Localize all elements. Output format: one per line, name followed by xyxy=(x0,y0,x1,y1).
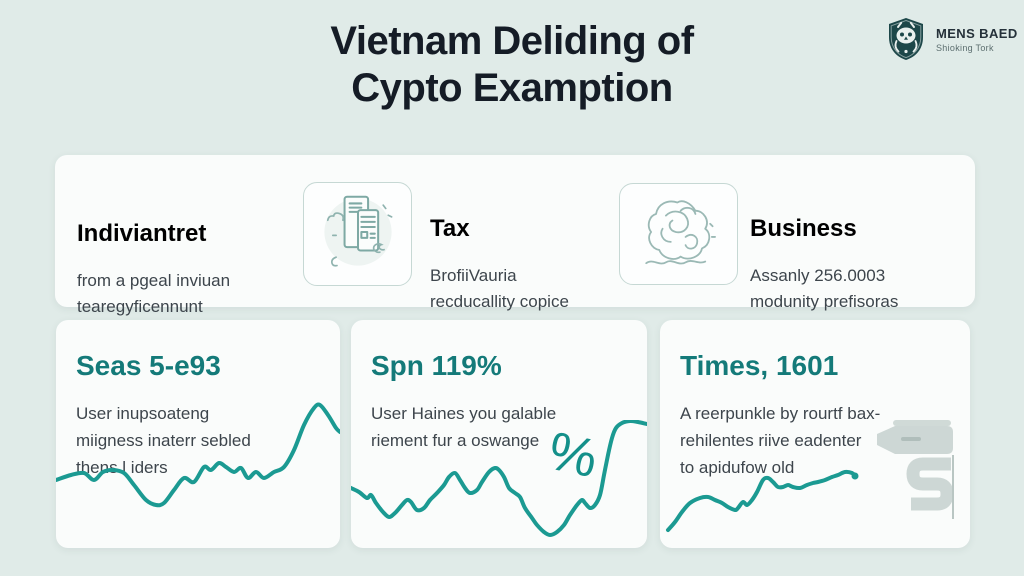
times-sparkline-chart xyxy=(666,469,859,532)
feature-tax: Tax BrofiiVauria recducallity copice xyxy=(300,155,615,311)
features-panel: Indiviantret from a pgeal inviuan tearegy… xyxy=(55,155,975,316)
stat-times-body: A reerpunkle by rourtf bax-rehilentes ri… xyxy=(680,404,881,477)
vertical-divider-line xyxy=(952,455,954,519)
brand-name: MENS BAED xyxy=(936,25,1018,41)
brand-logo: MENS BAED Shioking Tork xyxy=(884,16,1018,62)
stat-times-heading: Times, 1601 xyxy=(680,350,839,381)
money-ribbon-graphic xyxy=(863,420,958,525)
shield-owl-icon xyxy=(884,16,928,62)
page-title-line1: Vietnam Deliding of xyxy=(330,19,694,63)
tax-documents-icon xyxy=(316,190,400,279)
stat-spn-heading: Spn 119% xyxy=(371,350,502,381)
business-swirl-icon xyxy=(636,191,722,278)
feature-business-heading: Business xyxy=(750,214,857,242)
stat-card-times: Times, 1601 A reerpunkle by rourtf bax-r… xyxy=(660,320,970,548)
stat-seas-body: User inupsoateng miigness inaterr sebled t… xyxy=(76,404,251,477)
feature-tax-body: BrofiiVauria recducallity copice xyxy=(430,265,569,311)
stat-card-seas: Seas 5-e93 User inupsoateng miigness inat… xyxy=(56,320,340,548)
business-icon-box xyxy=(619,183,738,285)
feature-business-body: Assanly 256.0003 modunity prefisoras xyxy=(750,265,899,311)
stat-card-spn: Spn 119% User Haines you galable riement … xyxy=(351,320,647,548)
feature-individual-heading: Indiviantret xyxy=(77,219,207,247)
feature-individual-body: from a pgeal inviuan tearegyficennunt xyxy=(77,270,231,316)
page-title: Vietnam Deliding of Cypto Examption xyxy=(0,18,1024,112)
brand-tagline: Shioking Tork xyxy=(936,42,994,53)
seas-sparkline-chart xyxy=(56,402,340,508)
feature-business: Business Assanly 256.0003 modunity prefis… xyxy=(615,155,975,311)
tax-icon-box xyxy=(303,182,412,286)
spn-sparkline-chart xyxy=(351,420,647,537)
feature-individual: Indiviantret from a pgeal inviuan tearegy… xyxy=(55,155,300,316)
stat-spn-body: User Haines you galable riement fur a osw… xyxy=(371,404,557,450)
stat-seas-heading: Seas 5-e93 xyxy=(76,350,221,381)
feature-tax-heading: Tax xyxy=(430,214,470,242)
brand-logo-text: MENS BAED Shioking Tork xyxy=(936,26,1018,53)
page-title-line2: Cypto Examption xyxy=(351,66,673,110)
